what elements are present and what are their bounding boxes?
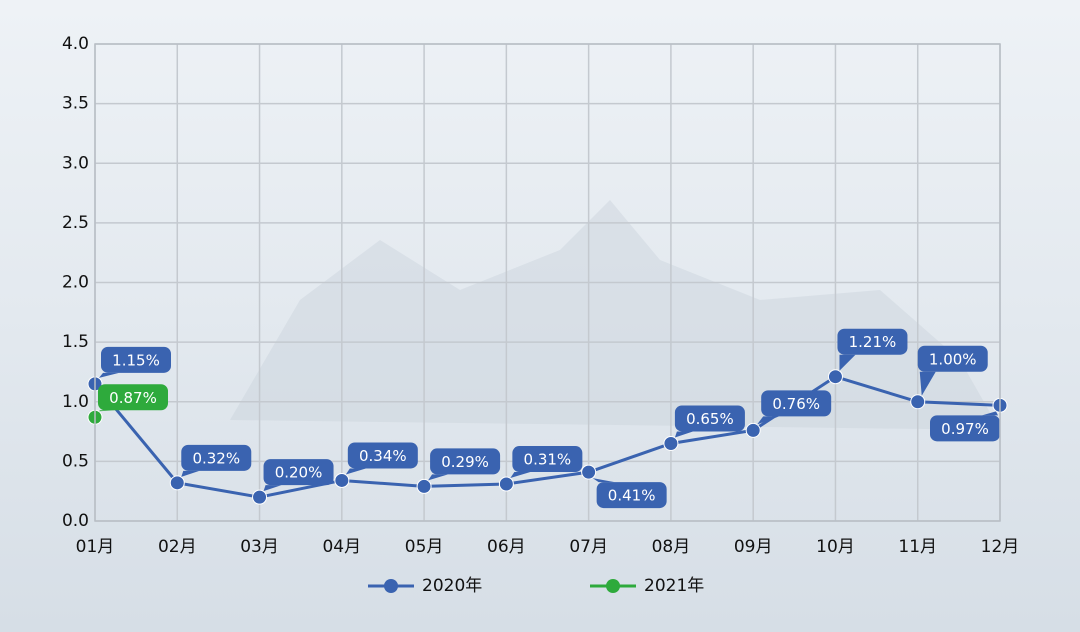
- label-box: [98, 384, 168, 411]
- y-tick-label: 2.5: [62, 213, 89, 233]
- data-point: [169, 475, 185, 491]
- value-label: 1.21%: [849, 333, 897, 351]
- label-pointer: [982, 411, 998, 416]
- y-tick-label: 1.0: [62, 392, 89, 412]
- x-tick-label: 12月: [981, 537, 1020, 557]
- label-pointer: [99, 372, 119, 378]
- label-pointer: [263, 485, 282, 492]
- label-pointer: [428, 474, 449, 481]
- y-tick-label: 4.0: [62, 34, 89, 54]
- label-pointer: [919, 371, 936, 396]
- label-pointer: [757, 416, 780, 425]
- data-point: [663, 435, 679, 451]
- y-tick-label: 0.5: [62, 451, 89, 471]
- value-label: 0.20%: [275, 464, 323, 482]
- legend-label: 2021年: [644, 576, 704, 596]
- x-tick-label: 07月: [569, 537, 608, 557]
- data-point: [827, 369, 843, 385]
- value-label: 0.65%: [686, 410, 734, 428]
- label-pointer: [592, 478, 615, 483]
- label-box: [263, 459, 334, 486]
- label-box: [761, 390, 832, 417]
- value-label: 0.87%: [109, 389, 157, 407]
- label-box: [596, 482, 667, 509]
- data-point: [416, 478, 432, 494]
- x-tick-label: 02月: [158, 537, 197, 557]
- data-point: [498, 476, 514, 492]
- value-label: 1.00%: [929, 350, 977, 368]
- x-tick-label: 09月: [734, 537, 773, 557]
- value-label: 0.32%: [192, 449, 240, 467]
- data-point: [581, 464, 597, 480]
- x-tick-label: 03月: [240, 537, 279, 557]
- label-pointer: [674, 431, 693, 438]
- legend-marker: [606, 579, 620, 593]
- data-point: [334, 472, 350, 488]
- label-pointer: [510, 472, 531, 479]
- x-tick-label: 04月: [322, 537, 361, 557]
- value-label: 0.41%: [608, 487, 656, 505]
- label-box: [930, 415, 1000, 442]
- label-pointer: [99, 410, 116, 412]
- y-tick-label: 3.0: [62, 153, 89, 173]
- label-box: [917, 345, 988, 372]
- y-tick-label: 1.5: [62, 332, 89, 352]
- value-label: 0.31%: [524, 451, 572, 469]
- value-label: 0.76%: [772, 395, 820, 413]
- value-label: 0.29%: [441, 453, 489, 471]
- label-box: [101, 346, 171, 373]
- data-point: [745, 422, 761, 438]
- value-label: 0.34%: [359, 447, 407, 465]
- x-tick-label: 05月: [405, 537, 444, 557]
- y-tick-label: 0.0: [62, 511, 89, 531]
- legend-label: 2020年: [422, 576, 482, 596]
- label-box: [674, 405, 745, 432]
- x-tick-label: 06月: [487, 537, 526, 557]
- y-tick-label: 3.5: [62, 94, 89, 114]
- data-point: [910, 394, 926, 410]
- x-tick-label: 01月: [76, 537, 115, 557]
- x-tick-label: 10月: [816, 537, 855, 557]
- label-box: [430, 448, 501, 475]
- label-box: [347, 442, 418, 469]
- x-tick-label: 11月: [898, 537, 937, 557]
- value-label: 0.97%: [941, 420, 989, 438]
- label-pointer: [345, 468, 366, 475]
- label-pointer: [839, 354, 856, 371]
- plot-frame: [94, 43, 1001, 522]
- y-tick-label: 2.0: [62, 273, 89, 293]
- value-label: 1.15%: [112, 351, 160, 369]
- legend-marker: [384, 579, 398, 593]
- series-line: [93, 375, 1001, 499]
- label-box: [837, 328, 908, 355]
- label-box: [181, 444, 252, 471]
- background-rocks: [230, 200, 1000, 430]
- label-box: [512, 446, 583, 473]
- label-pointer: [181, 470, 200, 477]
- x-tick-label: 08月: [652, 537, 691, 557]
- data-point: [252, 489, 268, 505]
